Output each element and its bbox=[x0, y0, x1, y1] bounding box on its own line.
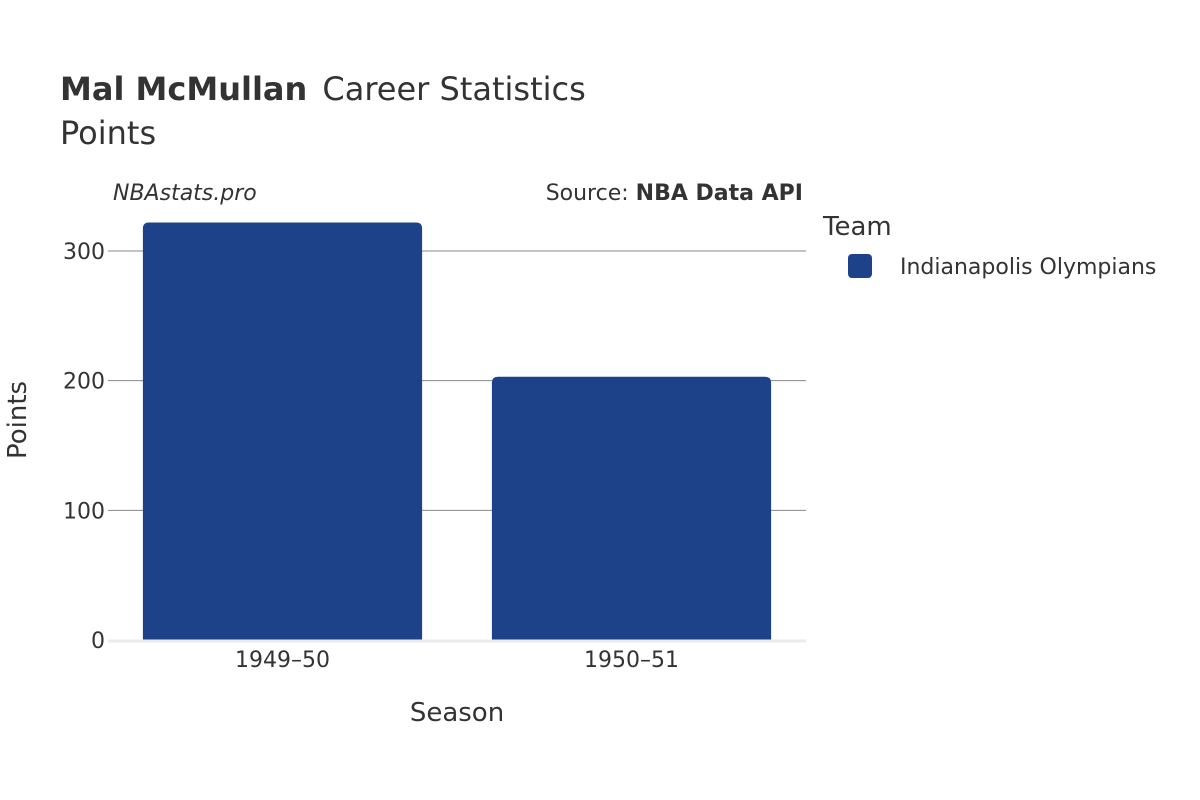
legend-swatch bbox=[848, 254, 872, 278]
x-tick-label: 1949–50 bbox=[235, 648, 330, 673]
bar-1949–50 bbox=[142, 222, 423, 640]
x-axis-title: Season bbox=[410, 698, 504, 728]
chart-title-rest: Career Statistics bbox=[322, 70, 585, 108]
y-tick-label: 100 bbox=[63, 499, 105, 524]
legend-title: Team bbox=[822, 212, 892, 242]
y-tick-label: 200 bbox=[63, 370, 105, 395]
x-tick-label: 1950–51 bbox=[584, 648, 679, 673]
y-axis-title: Points bbox=[3, 381, 33, 459]
chart-title: Mal McMullan Career Statistics bbox=[60, 70, 586, 108]
brand-watermark: NBAstats.pro bbox=[113, 181, 257, 206]
source-label: Source: bbox=[546, 181, 636, 206]
y-tick-label: 300 bbox=[63, 240, 105, 265]
axes: 0 100 200 300 1949–50 1950–51 bbox=[63, 240, 806, 673]
legend-label: Indianapolis Olympians bbox=[900, 255, 1156, 280]
source-name: NBA Data API bbox=[636, 181, 803, 206]
chart-subtitle: Points bbox=[60, 114, 156, 152]
bar-1950–51 bbox=[491, 376, 772, 640]
y-tick-label: 0 bbox=[91, 629, 105, 654]
source-credit: Source: NBA Data API bbox=[546, 181, 803, 206]
legend: Team Indianapolis Olympians bbox=[822, 212, 1156, 280]
chart-title-player: Mal McMullan bbox=[60, 70, 307, 108]
bars bbox=[142, 222, 772, 640]
